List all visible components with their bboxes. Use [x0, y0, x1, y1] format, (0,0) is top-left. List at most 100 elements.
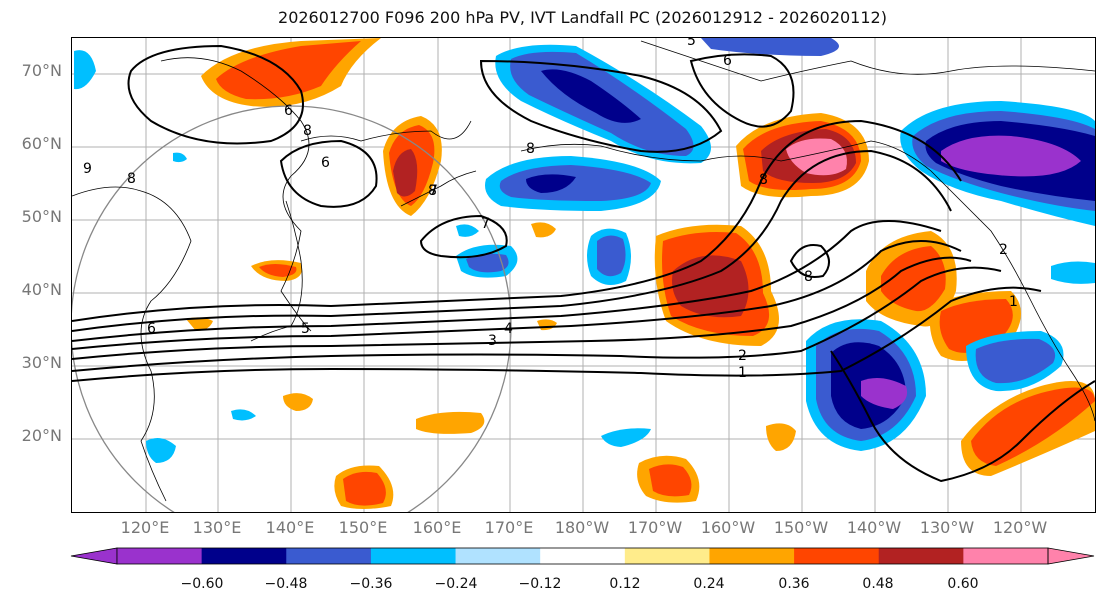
- colorbar-tick: −0.48: [264, 576, 308, 592]
- contour-label: 1: [1009, 294, 1018, 310]
- colorbar-tick: −0.36: [349, 576, 393, 592]
- contour-label: 1: [738, 365, 747, 381]
- coastlines: [72, 40, 1095, 502]
- anomaly-small-n5: [456, 224, 479, 237]
- anomaly-subtropic-3: [416, 411, 485, 434]
- lat-label-70: 70°N: [21, 61, 62, 80]
- contour-label: 8: [127, 171, 136, 187]
- lat-label-60: 60°N: [21, 134, 62, 153]
- lon-label-180w: 180°W: [554, 518, 610, 537]
- lat-label-30: 30°N: [21, 353, 62, 372]
- contour-labels: 5 6 8 9 8 6 8 7 8 6 8 7 2 1 2 1 3 4 5 6 …: [83, 38, 1018, 381]
- colorbar-bin: [370, 548, 457, 564]
- lon-label-170e: 170°E: [484, 518, 534, 537]
- colorbar-extend-high: [1047, 547, 1095, 565]
- anomaly-small-n4: [74, 50, 96, 90]
- anomaly-gulf-alaska-peak: [786, 138, 847, 176]
- lon-label-140w: 140°W: [846, 518, 902, 537]
- anomaly-small-n6: [173, 152, 187, 163]
- lon-label-120e: 120°E: [120, 518, 170, 537]
- figure-title: 2026012700 F096 200 hPa PV, IVT Landfall…: [278, 8, 887, 27]
- colorbar-extend-low: [70, 547, 118, 565]
- contour-label: 5: [301, 321, 310, 337]
- contour-label: 8: [303, 123, 312, 139]
- contour-label: 2: [999, 242, 1008, 258]
- colorbar-bin: [286, 548, 372, 564]
- anomaly-canada-peak: [941, 135, 1081, 177]
- colorbar-outline: [116, 547, 1049, 565]
- colorbar-tick: −0.24: [434, 576, 478, 592]
- anomaly-west-coast: [1051, 261, 1095, 284]
- anomaly-small-3: [537, 319, 557, 331]
- colorbar-bin: [963, 548, 1049, 564]
- lat-label-50: 50°N: [21, 207, 62, 226]
- colorbar-tick: −0.60: [180, 576, 224, 592]
- contour-label: 4: [504, 321, 513, 337]
- anomaly-mid-pacific-core: [597, 235, 626, 277]
- anomaly-subtropic-2-core: [649, 464, 692, 497]
- contour-label: 6: [284, 103, 293, 119]
- region-circle: [72, 105, 512, 512]
- lon-label-150w: 150°W: [773, 518, 829, 537]
- contour-label: 8: [428, 183, 437, 199]
- anomaly-subtropic-5: [766, 423, 796, 451]
- map-canvas: 5 6 8 9 8 6 8 7 8 6 8 7 2 1 2 1 3 4 5 6 …: [72, 38, 1095, 512]
- lon-label-160e: 160°E: [412, 518, 462, 537]
- colorbar-bin: [117, 548, 203, 564]
- colorbar-bin: [878, 548, 964, 564]
- lon-label-170w: 170°W: [627, 518, 683, 537]
- contour-label: 5: [687, 38, 696, 49]
- colorbar-bin: [794, 548, 880, 564]
- colorbar-tick: 0.48: [862, 576, 894, 592]
- colorbar-bin: [201, 548, 287, 564]
- positive-anomalies: [186, 38, 1095, 509]
- pv-contours: [72, 44, 1095, 483]
- lat-label-20: 20°N: [21, 426, 62, 445]
- contour-label: 2: [738, 348, 747, 364]
- contour-label: 6: [147, 321, 156, 337]
- anomaly-kamchatka-peak: [393, 149, 418, 197]
- contour-label: 9: [83, 161, 92, 177]
- anomaly-small-2: [531, 222, 556, 238]
- anomaly-bering-peak: [526, 174, 576, 193]
- colorbar-tick: 0.60: [947, 576, 979, 592]
- colorbar-tick: 0.36: [778, 576, 810, 592]
- negative-anomalies: [74, 38, 1095, 463]
- anomaly-mexico-core: [971, 387, 1095, 466]
- colorbar-bin: [540, 548, 626, 564]
- colorbar-tick: 0.12: [609, 576, 641, 592]
- contour-label: 8: [526, 141, 535, 157]
- contour-label: 8: [804, 269, 813, 285]
- lon-label-120w: 120°W: [992, 518, 1048, 537]
- anomaly-hawaii-ne-peak: [861, 377, 908, 409]
- lon-label-140e: 140°E: [265, 518, 315, 537]
- anomaly-alaska-north-peak: [541, 69, 641, 123]
- anomaly-arctic: [701, 38, 839, 56]
- contour-label: 3: [488, 333, 497, 349]
- colorbar-bin: [709, 548, 795, 564]
- lon-label-130w: 130°W: [919, 518, 975, 537]
- anomaly-small-1: [186, 317, 213, 331]
- anomaly-ne-russia-core: [216, 41, 361, 100]
- map-panel: 5 6 8 9 8 6 8 7 8 6 8 7 2 1 2 1 3 4 5 6 …: [71, 37, 1096, 513]
- anomaly-small-n1: [601, 428, 651, 447]
- anomaly-socal-core: [975, 338, 1056, 384]
- lon-label-160w: 160°W: [700, 518, 756, 537]
- colorbar-bin: [624, 548, 710, 564]
- contour-label: 7: [429, 183, 438, 199]
- colorbar-tick: −0.12: [518, 576, 562, 592]
- colorbar-tick: 0.24: [693, 576, 725, 592]
- lon-label-130e: 130°E: [192, 518, 242, 537]
- anomaly-dateline-core: [466, 253, 509, 273]
- anomaly-small-n3: [146, 437, 176, 463]
- lon-label-150e: 150°E: [338, 518, 388, 537]
- contour-label: 6: [723, 53, 732, 69]
- contour-label: 7: [481, 216, 490, 232]
- anomaly-subtropic-4: [283, 393, 313, 411]
- anomaly-japan-core: [259, 264, 297, 277]
- anomaly-small-n2: [231, 409, 256, 421]
- contour-label: 8: [759, 172, 768, 188]
- anomaly-subtropic-1-core: [343, 471, 386, 506]
- colorbar-bin: [455, 548, 541, 564]
- anomaly-bering-core: [499, 165, 651, 201]
